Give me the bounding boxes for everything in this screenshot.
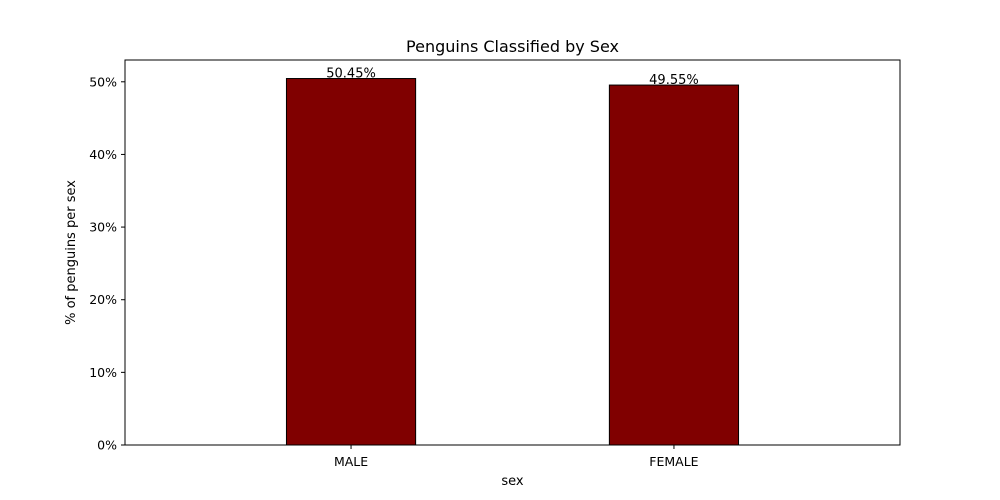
y-tick-label-20: 20% — [89, 292, 117, 307]
y-tick-label-50: 50% — [89, 74, 117, 89]
y-axis-label: % of penguins per sex — [64, 180, 79, 325]
x-axis: MALE FEMALE — [334, 445, 699, 469]
value-label-female: 49.55% — [649, 73, 699, 88]
plot-frame — [124, 59, 901, 446]
y-tick-label-0: 0% — [97, 438, 117, 453]
y-tick-label-10: 10% — [89, 365, 117, 380]
chart-title: Penguins Classified by Sex — [406, 37, 619, 56]
x-axis-label: sex — [501, 474, 524, 489]
y-tick-label-30: 30% — [89, 220, 117, 235]
value-labels-group: 50.45% 49.55% — [326, 67, 698, 89]
y-axis: 0% 10% 20% 30% 40% 50% — [89, 74, 125, 453]
bar-male — [285, 78, 417, 446]
value-label-male: 50.45% — [326, 67, 376, 82]
bar-female — [608, 84, 740, 446]
x-tick-label-male: MALE — [334, 454, 368, 469]
bars-group — [285, 78, 740, 446]
y-tick-label-40: 40% — [89, 147, 117, 162]
x-tick-label-female: FEMALE — [649, 454, 698, 469]
